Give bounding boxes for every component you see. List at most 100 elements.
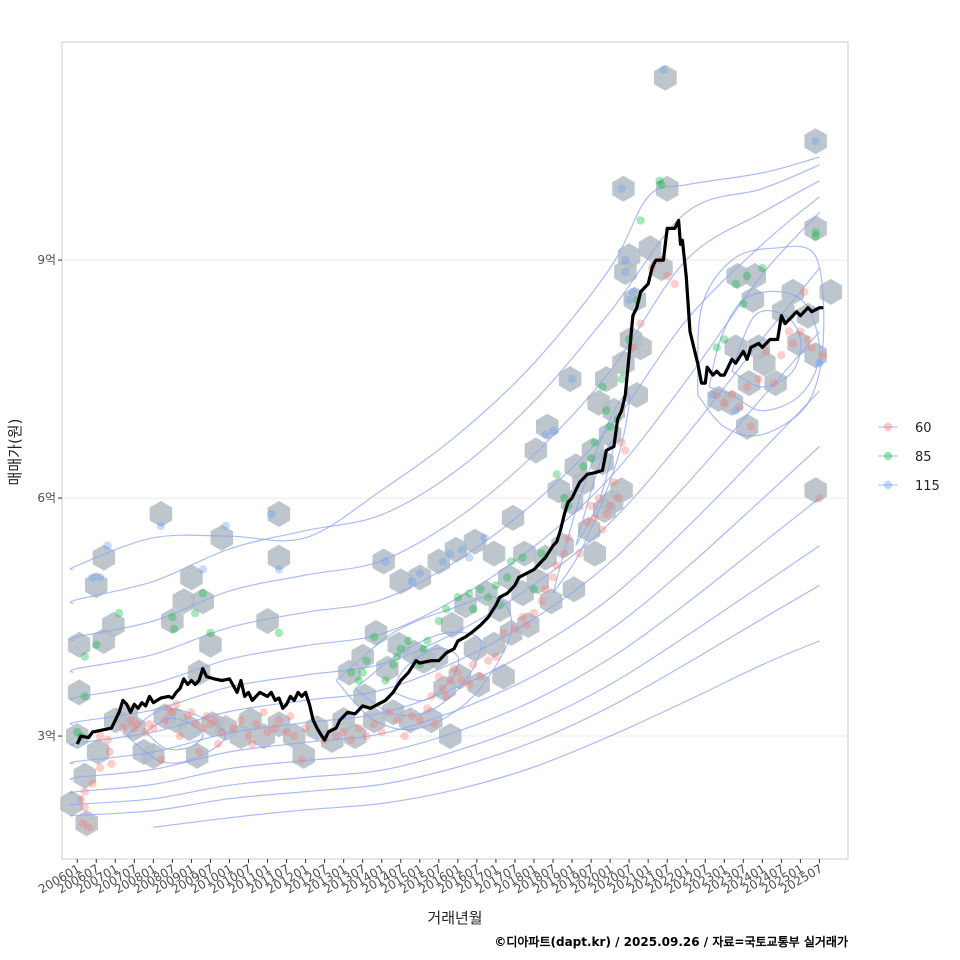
point-60 [78,819,88,828]
hexbin-cell [595,366,618,393]
point-115 [621,267,630,277]
point-85 [80,692,90,701]
hexbin-cell [187,659,211,686]
point-60 [537,597,546,606]
density-contour [145,717,204,751]
density-contour [697,245,825,437]
hexbin-cell [172,588,196,615]
point-60 [331,731,341,741]
point-60 [453,668,463,677]
density-contour [69,545,820,806]
point-115 [548,426,558,435]
median-line-layer [75,218,824,745]
point-85 [388,660,398,669]
point-60 [107,759,116,768]
point-60 [248,739,257,749]
point-85 [419,644,428,653]
hexbin-cell [524,437,548,464]
point-60 [427,692,436,701]
density-contour [69,164,820,605]
hexbin-cell [60,790,83,817]
point-60 [434,672,443,681]
hexbin-cell [743,263,766,289]
hexbin-cell [408,564,432,591]
point-115 [198,565,207,574]
point-85 [354,676,364,685]
density-contour [731,309,802,388]
point-85 [552,470,561,479]
point-60 [198,723,207,733]
legend-key-point [883,451,893,461]
point-60 [206,720,215,729]
density-contour [69,584,820,817]
point-60 [236,716,246,725]
hexbin-cell [376,655,399,682]
hexbin-cell [439,723,462,750]
density-contour [69,212,820,701]
hexbin-cell [482,631,506,658]
legend-label: 60 [915,421,932,436]
hexbin-cell [161,608,184,634]
point-60 [244,731,253,741]
point-60 [727,390,737,400]
point-115 [659,65,668,75]
point-85 [598,382,607,392]
point-85 [529,585,539,594]
point-60 [663,271,672,281]
point-85 [731,279,740,289]
point-85 [191,608,200,618]
point-60 [141,727,150,737]
point-85 [73,727,82,737]
point-60 [88,779,97,788]
point-85 [617,374,626,384]
hexbin-cell [343,723,367,750]
point-60 [118,723,128,733]
point-115 [480,533,489,542]
point-85 [602,406,611,415]
point-85 [434,616,443,626]
point-60 [354,723,364,733]
point-60 [586,501,596,511]
point-60 [609,478,619,487]
hexbin-cell [185,742,209,769]
hexbin-cell [338,659,361,686]
point-115 [465,553,474,562]
point-60 [605,501,615,511]
point-85 [758,263,767,273]
hexbin-cell [463,528,487,555]
point-60 [552,561,561,570]
point-85 [560,493,569,503]
point-85 [720,335,729,344]
legend-label: 85 [915,450,932,465]
point-60 [438,684,447,693]
point-60 [499,628,508,638]
point-60 [465,680,474,689]
density-contour [126,708,227,764]
point-85 [503,573,512,582]
point-60 [583,517,592,527]
legend: 60 85 115 [878,421,940,494]
hexbin-cell [475,580,498,607]
density-contour [69,331,820,747]
density-contour [354,631,482,717]
point-60 [423,704,432,713]
density-contour [335,595,513,731]
hexbin-cell [256,608,279,634]
hexbin-cell [482,540,506,567]
point-60 [156,755,166,764]
point-85 [92,640,101,649]
hexbin-cell [720,389,744,416]
point-115 [156,521,166,531]
point-60 [457,676,466,685]
point-60 [594,493,603,503]
point-60 [385,708,394,717]
hexbin-cell [629,334,652,361]
point-60 [491,652,501,661]
point-60 [263,727,272,737]
point-85 [739,299,748,308]
point-115 [815,359,824,368]
density-contour [708,290,821,412]
point-60 [175,731,185,741]
point-115 [221,521,230,531]
hexbin-cell [467,671,490,698]
